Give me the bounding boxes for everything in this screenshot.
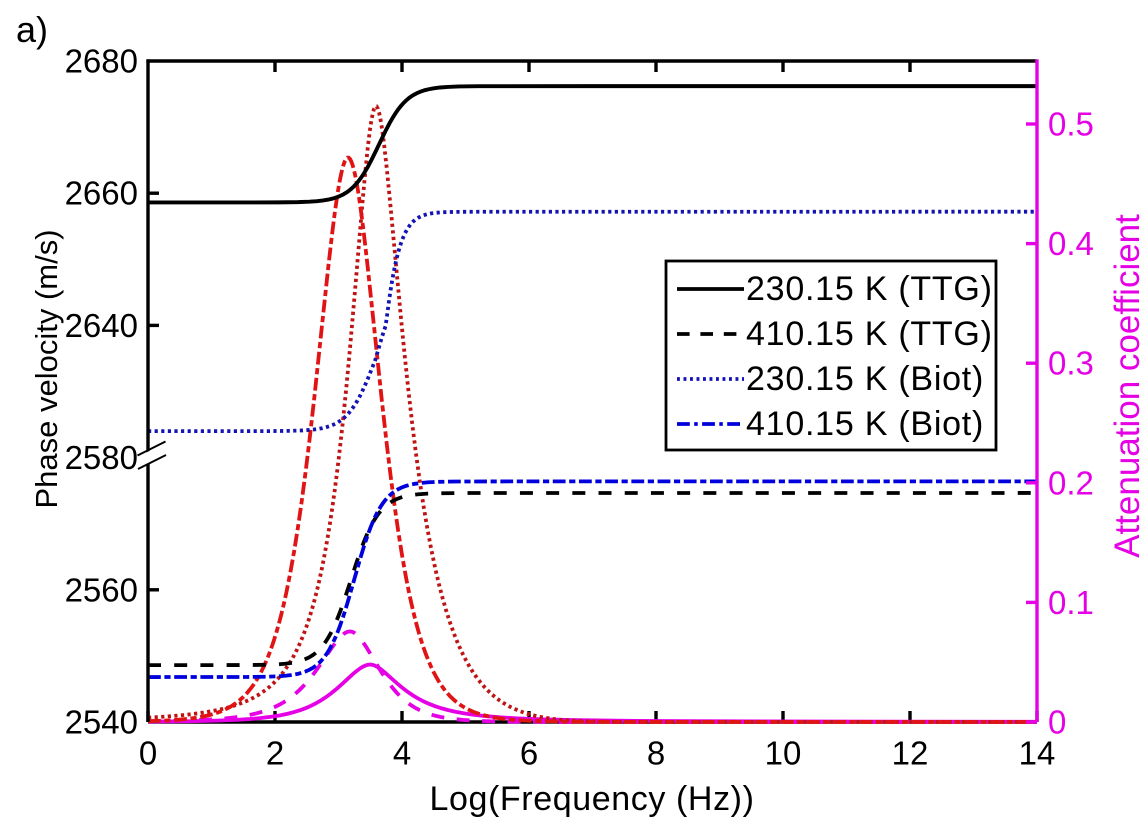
svg-text:0: 0 <box>1048 704 1066 741</box>
svg-text:6: 6 <box>520 735 538 772</box>
svg-text:12: 12 <box>892 735 929 772</box>
svg-text:Phase velocity (m/s): Phase velocity (m/s) <box>29 229 64 508</box>
svg-text:0: 0 <box>139 735 157 772</box>
svg-text:0.4: 0.4 <box>1048 225 1094 262</box>
svg-text:10: 10 <box>765 735 802 772</box>
svg-text:0.2: 0.2 <box>1048 464 1094 501</box>
svg-text:410.15 K (Biot): 410.15 K (Biot) <box>746 405 984 443</box>
svg-text:0.3: 0.3 <box>1048 345 1094 382</box>
svg-text:0.1: 0.1 <box>1048 584 1094 621</box>
svg-text:4: 4 <box>393 735 411 772</box>
svg-text:8: 8 <box>647 735 665 772</box>
svg-text:2: 2 <box>266 735 284 772</box>
svg-text:0.5: 0.5 <box>1048 106 1094 143</box>
svg-text:Attenuation coefficient: Attenuation coefficient <box>1108 214 1145 558</box>
svg-text:a): a) <box>16 9 48 50</box>
svg-text:2580: 2580 <box>65 439 138 476</box>
svg-text:2560: 2560 <box>65 571 138 608</box>
svg-text:2660: 2660 <box>65 175 138 212</box>
svg-text:Log(Frequency (Hz)): Log(Frequency (Hz)) <box>429 780 754 818</box>
svg-text:2540: 2540 <box>65 704 138 741</box>
svg-text:230.15 K (TTG): 230.15 K (TTG) <box>746 270 993 308</box>
svg-text:410.15 K (TTG): 410.15 K (TTG) <box>746 315 993 353</box>
svg-text:14: 14 <box>1019 735 1056 772</box>
svg-text:230.15 K (Biot): 230.15 K (Biot) <box>746 360 984 398</box>
svg-text:2680: 2680 <box>65 43 138 80</box>
svg-text:2640: 2640 <box>65 307 138 344</box>
